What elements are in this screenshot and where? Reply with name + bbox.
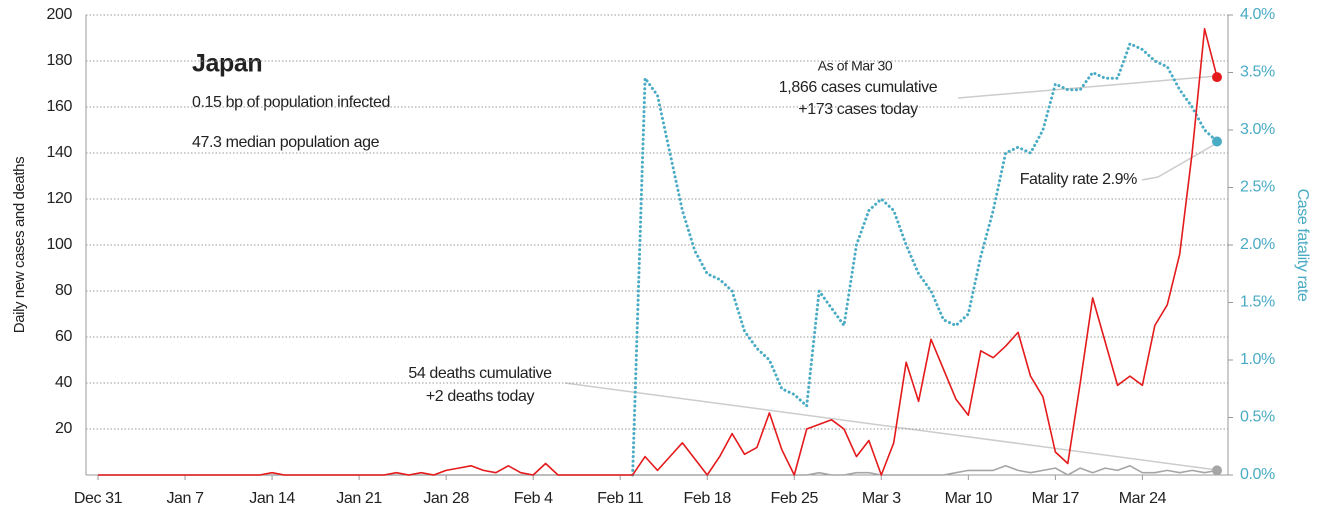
end-point <box>1212 136 1222 147</box>
y2-tick-label: 1.0% <box>1240 351 1275 368</box>
annotation: 0.15 bp of population infected <box>192 94 390 111</box>
annotation: As of Mar 30 <box>818 58 893 74</box>
x-tick-label: Mar 24 <box>1119 490 1167 507</box>
series-line <box>98 28 1218 476</box>
y2-tick-label: 0.5% <box>1240 409 1275 426</box>
y-tick-label: 20 <box>55 420 72 437</box>
leader-line <box>564 382 1218 471</box>
y-tick-label: 200 <box>47 6 73 23</box>
y2-tick-label: 2.5% <box>1240 179 1275 196</box>
y2-tick-label: 4.0% <box>1240 6 1275 23</box>
y-tick-label: 160 <box>47 98 73 115</box>
x-tick-label: Jan 21 <box>336 490 382 507</box>
x-tick-label: Jan 14 <box>249 490 295 507</box>
leader-line <box>1141 142 1218 181</box>
end-point <box>1212 465 1222 476</box>
x-tick-label: Jan 28 <box>423 490 469 507</box>
x-tick-label: Feb 18 <box>684 490 732 507</box>
y-tick-label: 60 <box>55 328 72 345</box>
y-tick-label: 180 <box>47 52 73 69</box>
annotation: 1,866 cases cumulative <box>779 79 938 96</box>
y-tick-label: 40 <box>55 374 72 391</box>
y-tick-label: 140 <box>47 144 73 161</box>
y2-tick-label: 3.5% <box>1240 64 1275 81</box>
annotation: +173 cases today <box>798 101 918 118</box>
y2-axis-title: Case fatality rate <box>1294 189 1311 302</box>
x-tick-label: Mar 3 <box>862 490 901 507</box>
annotation: 47.3 median population age <box>192 134 380 151</box>
x-tick-label: Mar 10 <box>945 490 993 507</box>
x-tick-label: Mar 17 <box>1032 490 1080 507</box>
y2-tick-label: 2.0% <box>1240 236 1275 253</box>
y-tick-label: 100 <box>47 236 73 253</box>
annotation: Fatality rate 2.9% <box>1020 171 1137 188</box>
series-line <box>631 42 1219 477</box>
y2-tick-label: 3.0% <box>1240 121 1275 138</box>
x-tick-label: Feb 11 <box>597 490 644 507</box>
y-axis-title: Daily new cases and deaths <box>11 157 28 333</box>
y-tick-label: 80 <box>55 282 72 299</box>
annotation: 54 deaths cumulative <box>408 365 552 382</box>
y-tick-label: 120 <box>47 190 73 207</box>
x-tick-label: Jan 7 <box>166 490 204 507</box>
end-point <box>1212 72 1222 83</box>
x-tick-label: Feb 25 <box>771 490 819 507</box>
y2-tick-label: 1.5% <box>1240 294 1275 311</box>
chart-title: Japan <box>192 50 262 78</box>
x-tick-label: Feb 4 <box>514 490 553 507</box>
x-tick-label: Dec 31 <box>74 490 123 507</box>
annotation: +2 deaths today <box>426 388 535 405</box>
y2-tick-label: 0.0% <box>1240 466 1275 483</box>
